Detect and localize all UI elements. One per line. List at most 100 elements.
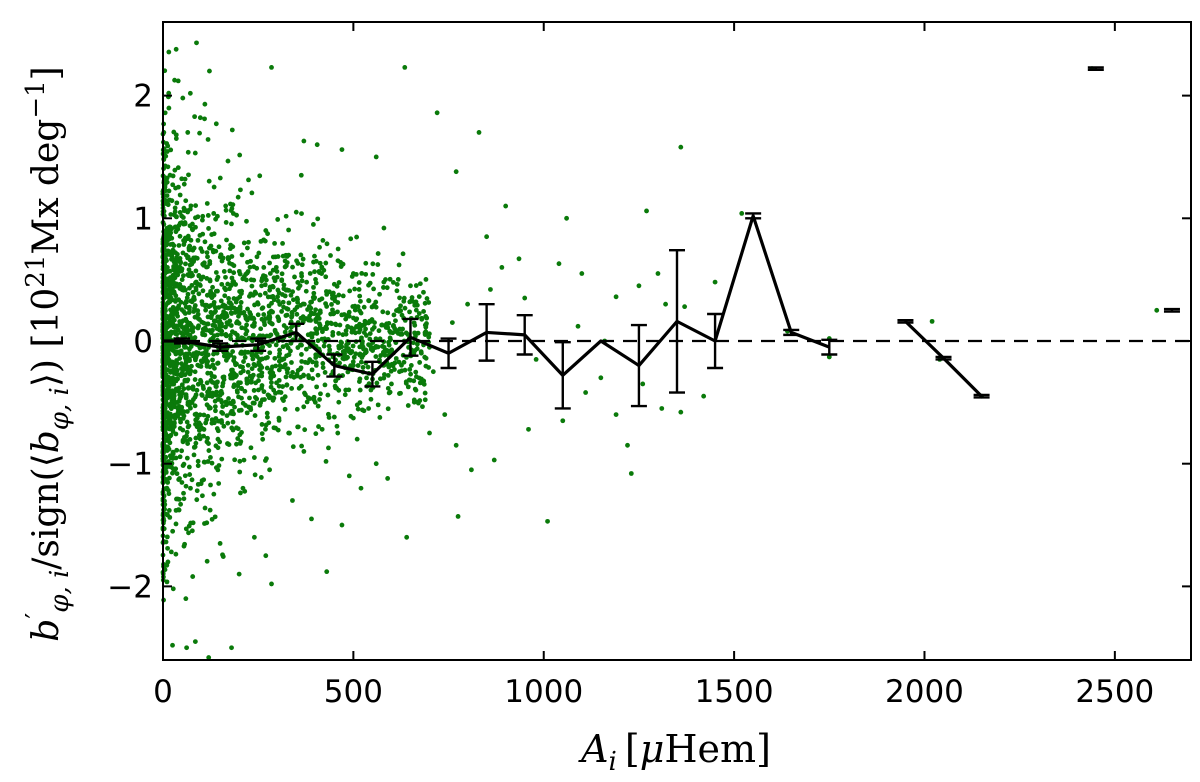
scatter-point	[173, 214, 179, 219]
scatter-point	[177, 426, 183, 431]
scatter-point	[381, 372, 387, 377]
scatter-point	[252, 472, 258, 478]
scatter-point	[276, 367, 282, 373]
scatter-point	[183, 261, 188, 267]
scatter-point	[190, 247, 196, 253]
scatter-point	[188, 368, 194, 374]
scatter-point	[246, 239, 251, 245]
scatter-point	[185, 409, 190, 414]
scatter-point	[306, 375, 312, 381]
scatter-point	[199, 425, 205, 431]
scatter-point	[313, 280, 319, 286]
scatter-point	[267, 333, 272, 339]
scatter-point	[322, 370, 328, 375]
scatter-point	[225, 305, 231, 311]
scatter-point	[340, 261, 346, 267]
scatter-point	[341, 312, 347, 317]
scatter-point	[636, 283, 642, 289]
scatter-point	[173, 46, 179, 52]
scatter-point	[279, 309, 285, 314]
scatter-point	[275, 287, 281, 293]
scatter-point	[290, 264, 295, 270]
scatter-point	[175, 327, 181, 333]
scatter-point	[276, 318, 282, 324]
scatter-point	[339, 147, 345, 153]
scatter-point	[245, 362, 251, 368]
scatter-point	[316, 424, 321, 429]
scatter-point	[180, 95, 186, 101]
scatter-point	[172, 377, 178, 383]
scatter-point	[210, 357, 215, 363]
scatter-point	[325, 392, 331, 398]
scatter-point	[186, 423, 192, 429]
scatter-point	[449, 320, 455, 325]
scatter-point	[323, 458, 329, 464]
scatter-point	[193, 435, 199, 441]
scatter-point	[247, 293, 252, 299]
scatter-point	[264, 365, 270, 371]
scatter-point	[282, 258, 288, 264]
scatter-point	[313, 258, 319, 264]
scatter-point	[192, 639, 198, 644]
scatter-point	[191, 444, 197, 450]
error-bar	[707, 312, 724, 370]
scatter-point	[267, 350, 273, 356]
scatter-point	[261, 273, 266, 279]
scatter-point	[209, 373, 215, 379]
scatter-point	[314, 328, 319, 334]
scatter-point	[251, 361, 257, 367]
scatter-point	[276, 418, 282, 423]
scatter-point	[282, 394, 288, 400]
scatter-point	[178, 320, 184, 326]
scatter-point	[644, 208, 649, 214]
scatter-point	[172, 77, 177, 83]
scatter-point	[173, 507, 179, 513]
scatter-point	[413, 307, 419, 313]
scatter-point	[407, 366, 413, 372]
scatter-point	[426, 331, 432, 337]
scatter-point	[522, 295, 528, 301]
scatter-point	[179, 324, 185, 330]
scatter-point	[240, 310, 246, 316]
scatter-point	[323, 289, 329, 294]
scatter-point	[231, 263, 237, 269]
scatter-point	[299, 262, 305, 268]
scatter-point	[283, 313, 289, 318]
scatter-point	[227, 286, 232, 292]
scatter-point	[194, 488, 200, 494]
scatter-point	[173, 369, 179, 375]
scatter-point	[171, 424, 177, 429]
scatter-point	[183, 358, 189, 364]
scatter-point	[488, 287, 493, 292]
scatter-point	[378, 353, 384, 358]
scatter-point	[411, 340, 416, 346]
scatter-point	[262, 282, 268, 288]
scatter-point	[272, 278, 278, 284]
scatter-point	[272, 329, 278, 334]
scatter-point	[205, 137, 211, 142]
scatter-point	[195, 463, 201, 469]
scatter-point	[197, 412, 203, 418]
scatter-point	[164, 193, 170, 199]
scatter-point	[421, 289, 426, 295]
scatter-point	[239, 325, 245, 331]
scatter-point	[228, 333, 233, 338]
scatter-point	[418, 349, 424, 355]
scatter-point	[172, 311, 178, 316]
scatter-point	[176, 184, 181, 190]
scatter-point	[335, 258, 341, 264]
scatter-point	[336, 280, 342, 285]
scatter-point	[225, 441, 230, 447]
scatter-point	[342, 392, 348, 398]
scatter-point	[285, 366, 291, 372]
scatter-point	[172, 205, 178, 211]
scatter-point	[201, 412, 207, 418]
scatter-point	[256, 250, 262, 256]
scatter-point	[179, 366, 184, 371]
scatter-point	[192, 335, 198, 340]
scatter-point	[165, 444, 171, 450]
scatter-point	[198, 276, 204, 282]
scatter-point	[213, 416, 219, 421]
scatter-point	[171, 129, 177, 135]
scatter-point	[185, 385, 191, 391]
